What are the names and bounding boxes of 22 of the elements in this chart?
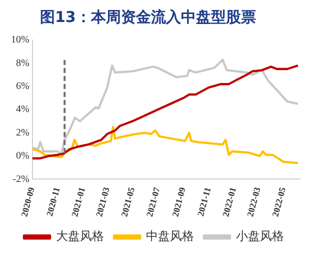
legend-label: 中盘风格	[146, 229, 194, 244]
y-tick-label: 6%	[16, 81, 30, 92]
y-tick-label: 2%	[16, 127, 30, 138]
chart-title: 图13：本周资金流入中盘型股票	[39, 8, 257, 27]
x-tick-label: 2020-09	[19, 186, 37, 218]
x-tick-label: 2020-11	[44, 186, 62, 218]
x-tick-label: 2022-03	[244, 186, 263, 218]
y-tick-label: 10%	[10, 34, 30, 46]
y-tick-label: 4%	[16, 104, 30, 116]
x-tick-label: 2021-09	[170, 186, 188, 218]
x-tick-label: 2021-05	[119, 186, 137, 218]
y-tick-label: -2%	[12, 174, 30, 185]
x-tick-label: 2022-01	[220, 186, 238, 218]
x-tick-label: 2021-11	[195, 186, 213, 218]
y-tick-label: 0%	[16, 150, 30, 162]
legend-label: 小盘风格	[236, 229, 284, 244]
y-tick-label: 8%	[16, 58, 30, 69]
x-tick-label: 2021-01	[70, 186, 88, 218]
x-tick-label: 2021-07	[144, 186, 162, 218]
x-tick-label: 2022-05	[270, 186, 288, 218]
x-tick-label: 2021-03	[94, 186, 112, 218]
legend-label: 大盘风格	[56, 229, 104, 244]
